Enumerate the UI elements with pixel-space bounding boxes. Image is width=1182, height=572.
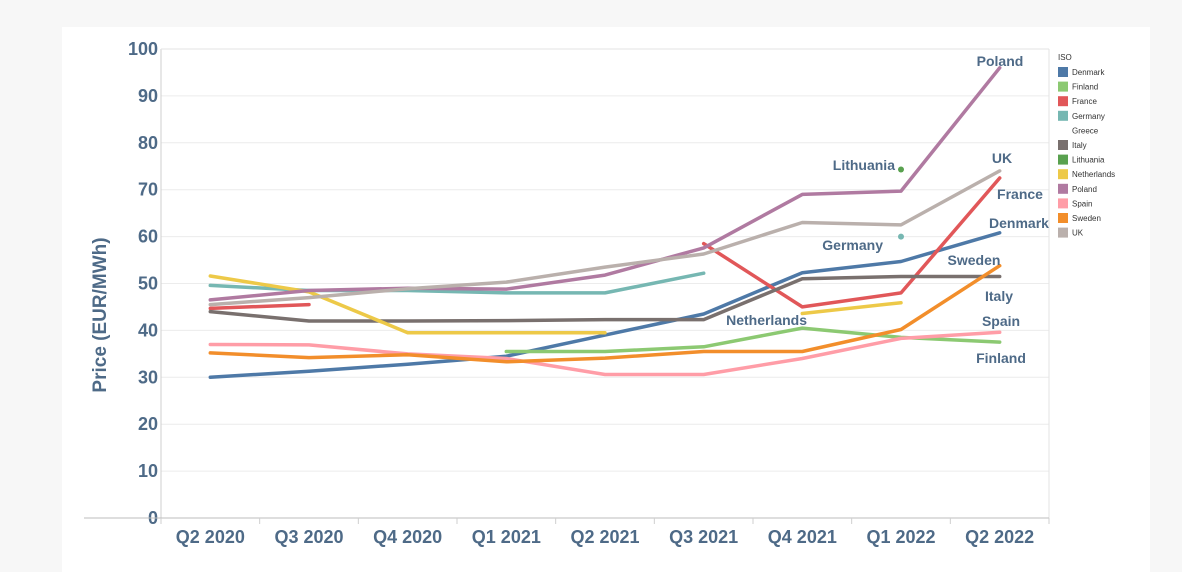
y-tick-label: 10	[138, 461, 158, 481]
legend-item-greece: Greece	[1072, 126, 1099, 135]
line-netherlands	[800, 300, 903, 316]
legend-swatch-sweden	[1058, 213, 1068, 223]
line-sweden	[208, 263, 1002, 364]
line-uk	[208, 169, 1002, 307]
point-lithuania	[898, 166, 904, 173]
x-tick-label: Q2 2022	[965, 527, 1034, 547]
line-italy	[208, 274, 1002, 323]
y-tick-label: 30	[138, 367, 158, 387]
y-tick-label: 70	[138, 180, 158, 200]
x-tick-label: Q4 2021	[768, 527, 837, 547]
label-finland: Finland	[976, 350, 1026, 366]
legend-swatch-france	[1058, 96, 1068, 107]
legend-swatch-poland	[1058, 183, 1068, 194]
series-end-labels: Poland Lithuania UK France Denmark Germany Swe…	[726, 53, 1049, 366]
y-tick-label: 100	[128, 39, 158, 59]
legend-swatch-germany	[1058, 110, 1068, 121]
x-tick-label: Q3 2020	[274, 527, 343, 547]
x-tick-label: Q2 2020	[176, 527, 245, 547]
label-netherlands: Netherlands	[726, 312, 807, 328]
legend-swatch-uk	[1058, 227, 1068, 238]
legend-item-netherlands: Netherlands	[1072, 170, 1115, 179]
line-netherlands	[208, 274, 607, 335]
legend-item-sweden: Sweden	[1072, 214, 1101, 223]
gridlines	[161, 48, 1049, 519]
label-italy: Italy	[985, 288, 1013, 304]
legend-item-germany: Germany	[1072, 112, 1105, 121]
legend-item-france: France	[1072, 97, 1097, 106]
x-tick-label: Q3 2021	[669, 527, 738, 547]
chart-card: 0 10 20 30 40 50 60 70 80 90 100 Q2 2020 Q3 2020 Q4 2…	[62, 27, 1150, 572]
label-france: France	[997, 186, 1043, 202]
x-tick-label: Q1 2022	[866, 527, 935, 547]
legend-swatch-lithuania	[1058, 154, 1068, 165]
legend-swatch-finland	[1058, 81, 1068, 92]
legend-item-denmark: Denmark	[1072, 68, 1105, 77]
line-denmark	[208, 231, 1002, 380]
line-france	[208, 302, 311, 311]
line-spain	[208, 330, 1002, 377]
label-spain: Spain	[982, 313, 1020, 329]
legend-swatch-netherlands	[1058, 169, 1068, 180]
y-tick-label: 20	[138, 414, 158, 434]
legend-item-spain: Spain	[1072, 199, 1092, 208]
line-poland	[208, 66, 1002, 302]
label-poland: Poland	[977, 53, 1024, 69]
legend-title: ISO	[1058, 53, 1072, 62]
label-denmark: Denmark	[989, 215, 1049, 231]
label-uk: UK	[992, 150, 1012, 166]
line-france	[701, 176, 1002, 309]
label-sweden: Sweden	[948, 252, 1001, 268]
label-germany: Germany	[822, 237, 883, 253]
x-tick-label: Q4 2020	[373, 527, 442, 547]
y-tick-label: 50	[138, 274, 158, 294]
legend-item-uk: UK	[1072, 229, 1084, 238]
series-lines	[208, 66, 1002, 380]
legend-item-poland: Poland	[1072, 185, 1097, 194]
legend-item-lithuania: Lithuania	[1072, 156, 1105, 165]
legend-swatch-denmark	[1058, 67, 1068, 77]
point-germany	[898, 233, 904, 240]
y-tick-label: 60	[138, 227, 158, 247]
legend-item-finland: Finland	[1072, 83, 1098, 92]
x-tick-label: Q1 2021	[472, 527, 541, 547]
label-lithuania: Lithuania	[833, 157, 895, 173]
legend-item-italy: Italy	[1072, 141, 1087, 150]
y-tick-label: 80	[138, 133, 158, 153]
y-tick-label: 40	[138, 320, 158, 340]
y-axis-title: Price (EUR/MWh)	[90, 237, 111, 392]
x-tick-label: Q2 2021	[570, 527, 639, 547]
legend-swatch-spain	[1058, 198, 1068, 209]
y-tick-label: 90	[138, 86, 158, 106]
legend-swatch-italy	[1058, 140, 1068, 150]
